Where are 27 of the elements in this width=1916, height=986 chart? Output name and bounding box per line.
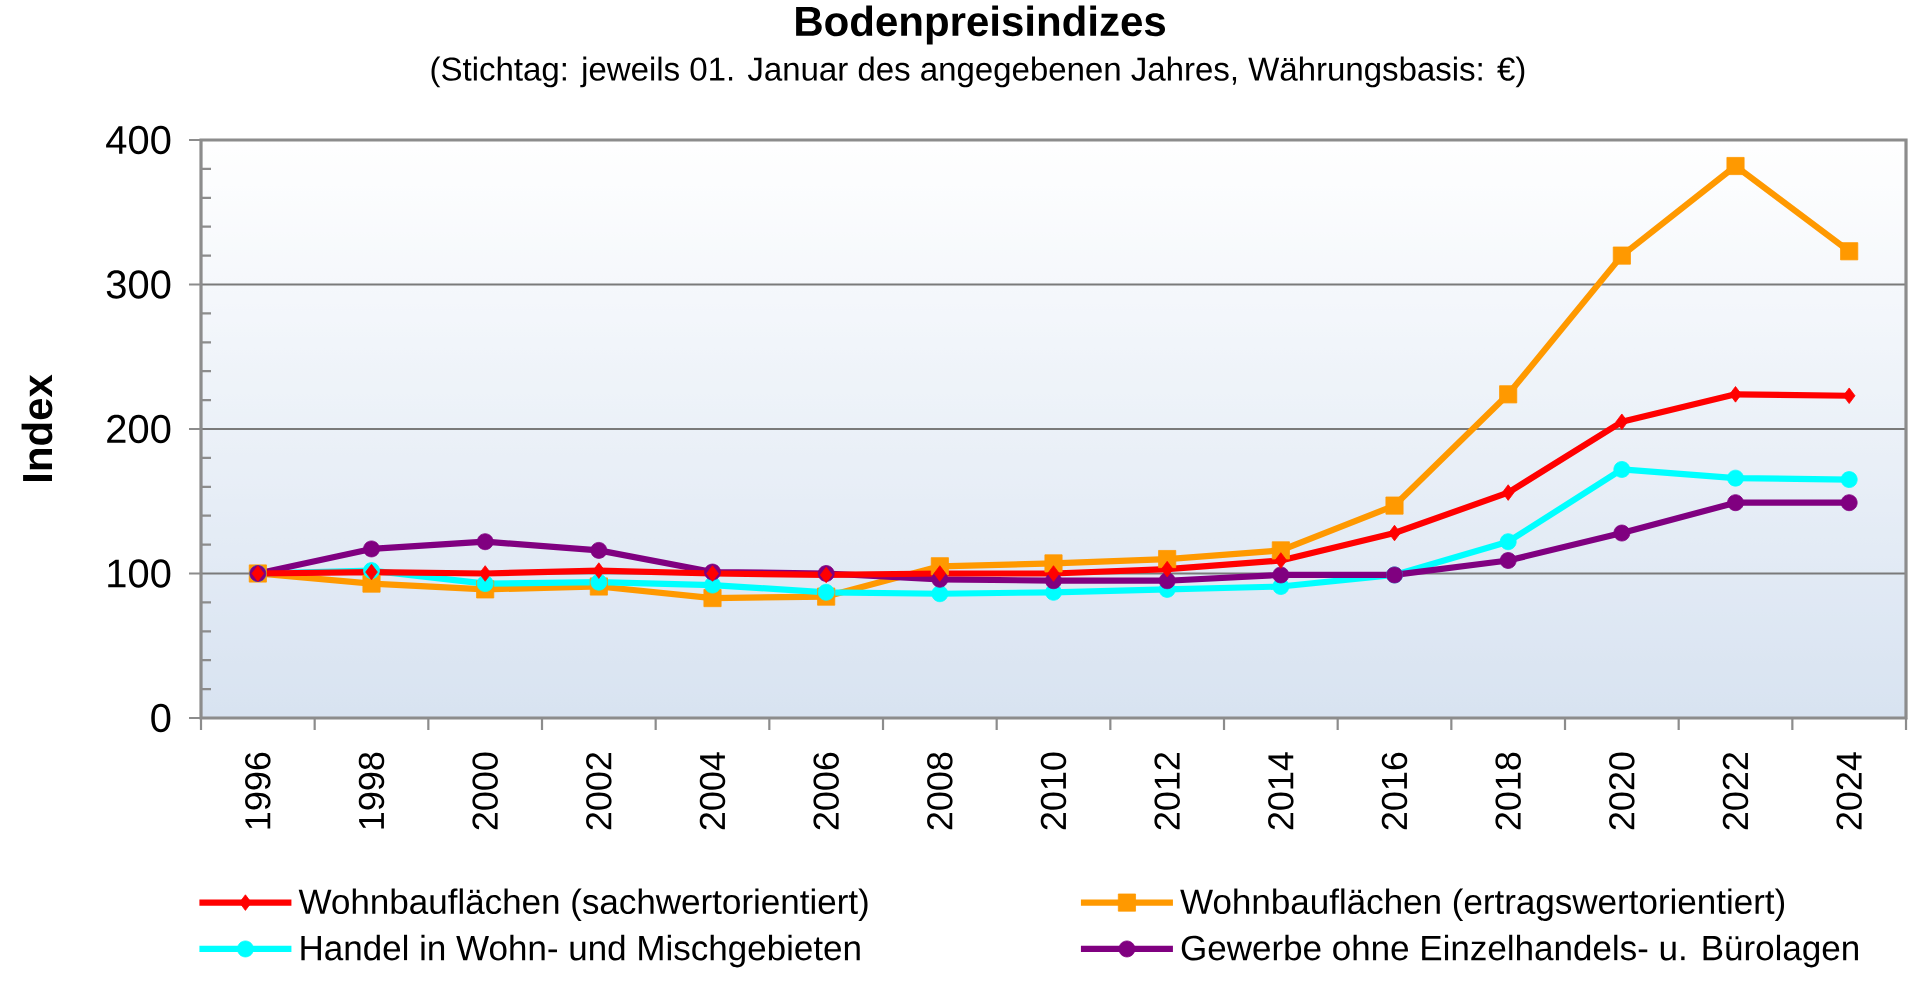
y-tick-label: 300 (106, 270, 171, 299)
y-axis-title: Index (21, 374, 53, 482)
y-tick-label: 400 (106, 125, 171, 155)
legend-label: Gewerbe ohne Einzelhandels- u. Bürolagen (1181, 934, 1858, 968)
legend-label: Handel in Wohn- und Mischgebieten (301, 934, 860, 968)
x-tick-label: 2000 (472, 752, 498, 830)
x-tick-label: 1996 (245, 752, 271, 829)
x-tick-label: 2012 (1154, 752, 1180, 830)
x-tick-label: 2006 (813, 752, 839, 830)
x-tick-label: 1998 (358, 752, 385, 829)
y-tick-label: 0 (151, 703, 171, 733)
chart-subtitle: (Stichtag: jeweils 01. Januar des angegebenen Jahres, Währungsbasis: €) (431, 56, 1525, 88)
y-tick-label: 200 (107, 414, 171, 444)
legend-label: Wohnbauflächen (sachwertorientiert) (298, 888, 868, 922)
x-tick-label: 2014 (1268, 752, 1294, 830)
y-tick-label: 100 (108, 559, 171, 588)
x-tick-label: 2018 (1495, 752, 1521, 830)
x-tick-label: 2002 (586, 752, 612, 830)
x-tick-label: 2008 (927, 752, 953, 830)
x-tick-label: 2016 (1381, 752, 1408, 830)
x-tick-label: 2010 (1040, 752, 1067, 830)
x-tick-label: 2022 (1722, 752, 1749, 830)
chart-title: Bodenpreisindizes (796, 5, 1166, 45)
x-tick-label: 2020 (1609, 752, 1635, 830)
legend-label: Wohnbauflächen (ertragswertorientiert) (1180, 888, 1785, 922)
x-tick-label: 2004 (699, 752, 726, 830)
x-tick-label: 2024 (1836, 752, 1862, 830)
